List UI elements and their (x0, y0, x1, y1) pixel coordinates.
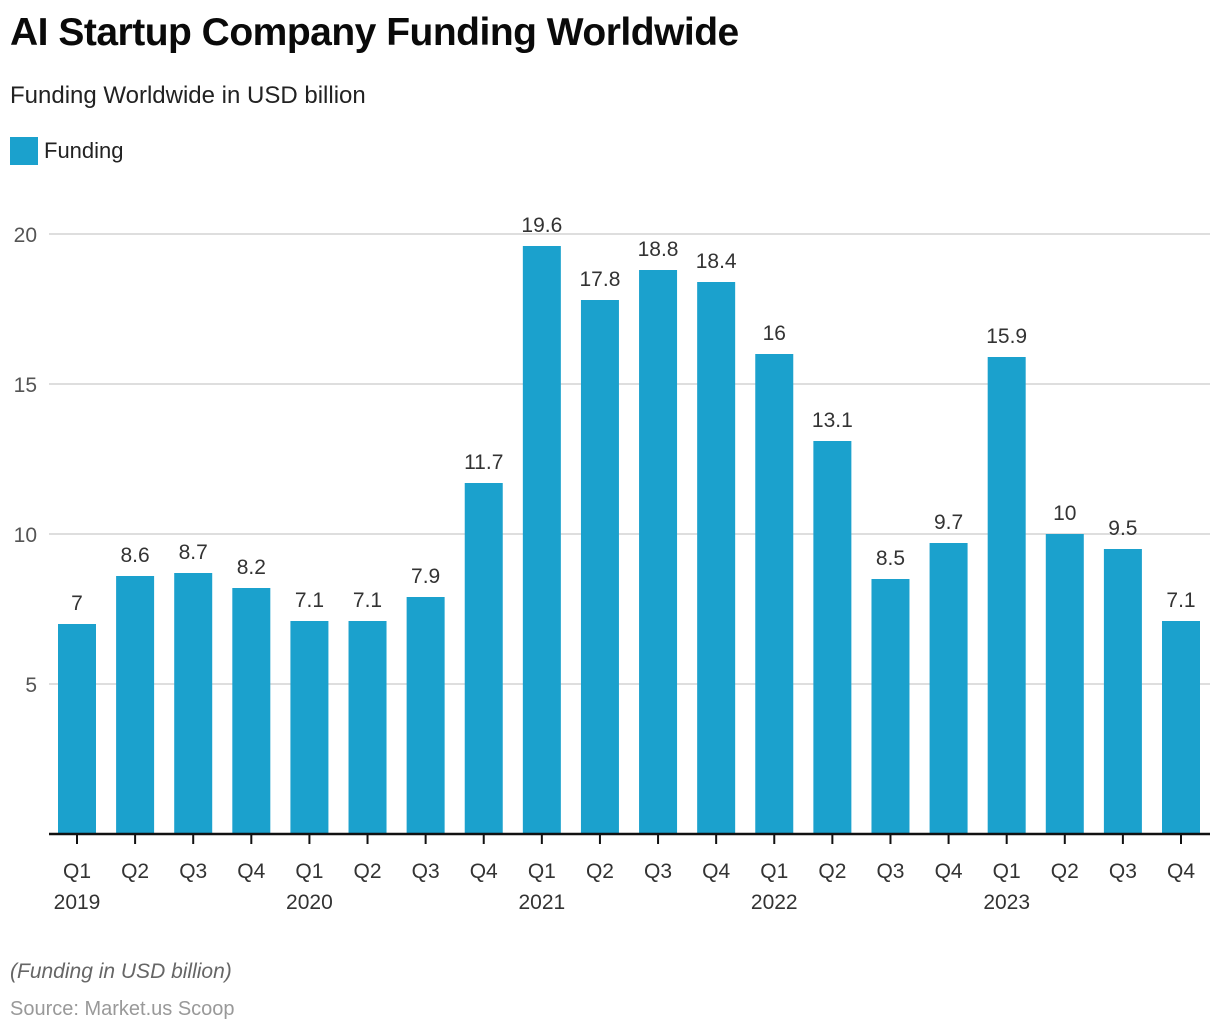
bar-q1-2020 (290, 621, 329, 834)
data-label: 9.5 (1108, 517, 1137, 540)
x-tick-label-quarter: Q1 (528, 860, 556, 883)
x-tick-label-quarter: Q2 (586, 860, 614, 883)
x-tick-label-quarter: Q3 (644, 860, 672, 883)
data-label: 8.6 (121, 544, 150, 567)
x-tick-label-quarter: Q3 (876, 860, 904, 883)
x-tick-label-year: 2023 (983, 891, 1030, 914)
x-tick-label-quarter: Q1 (63, 860, 91, 883)
x-tick-label-quarter: Q1 (760, 860, 788, 883)
x-tick-label-quarter: Q4 (935, 860, 963, 883)
y-tick-label-10: 10 (14, 524, 37, 547)
data-label: 7.1 (295, 589, 324, 612)
data-label: 18.8 (638, 238, 679, 261)
bar-q2-2022 (813, 441, 852, 834)
bar-q2-2020 (348, 621, 387, 834)
bar-q1-2023 (987, 357, 1026, 834)
data-label: 18.4 (696, 250, 737, 273)
y-tick-label-15: 15 (14, 374, 37, 397)
bar-q4-2021 (697, 282, 736, 834)
x-tick-label-quarter: Q4 (1167, 860, 1195, 883)
x-tick-label-quarter: Q1 (295, 860, 323, 883)
data-label: 7.9 (411, 565, 440, 588)
bar-q1-2021 (522, 246, 561, 834)
x-tick-label-quarter: Q2 (1051, 860, 1079, 883)
bar-q1-2019 (58, 624, 96, 834)
y-tick-label-20: 20 (14, 224, 37, 247)
legend: Funding (10, 137, 124, 165)
data-label: 10 (1053, 502, 1076, 525)
data-label: 8.7 (179, 541, 208, 564)
chart-subtitle: Funding Worldwide in USD billion (10, 82, 366, 109)
data-label: 8.5 (876, 547, 905, 570)
x-tick-label-quarter: Q3 (179, 860, 207, 883)
bars (58, 246, 1200, 834)
bar-q3-2021 (639, 270, 678, 834)
x-tick-label-year: 2019 (54, 891, 101, 914)
data-label: 9.7 (934, 511, 963, 534)
y-axis-ticks: 5 10 15 20 (14, 224, 37, 697)
data-labels: 7 8.6 8.7 8.2 7.1 7.1 7.9 11.7 19.6 17.8 18.8 18.4 1… (71, 214, 1195, 615)
gridlines (49, 233, 1210, 685)
bar-q2-2021 (580, 300, 619, 834)
x-tick-label-quarter: Q2 (818, 860, 846, 883)
bar-q2-2023 (1045, 534, 1084, 834)
bar-q3-2019 (174, 573, 213, 834)
legend-swatch-funding (10, 137, 38, 165)
x-tick-label-quarter: Q4 (470, 860, 498, 883)
data-label: 7.1 (1166, 589, 1195, 612)
x-tick-label-quarter: Q3 (412, 860, 440, 883)
x-tick-label-quarter: Q2 (354, 860, 382, 883)
x-tick-label-quarter: Q1 (993, 860, 1021, 883)
data-label: 17.8 (580, 268, 621, 291)
legend-label-funding: Funding (44, 138, 124, 163)
x-tick-label-quarter: Q4 (702, 860, 730, 883)
x-tick-label-year: 2020 (286, 891, 333, 914)
bar-q1-2022 (755, 354, 794, 834)
bar-q4-2022 (929, 543, 968, 834)
data-label: 7 (71, 592, 83, 615)
x-tick-label-quarter: Q3 (1109, 860, 1137, 883)
bar-q2-2019 (116, 576, 155, 834)
x-tick-label-year: 2022 (751, 891, 798, 914)
chart-title: AI Startup Company Funding Worldwide (10, 11, 739, 54)
bar-q3-2022 (871, 579, 910, 834)
x-tick-label-quarter: Q4 (237, 860, 265, 883)
data-label: 19.6 (521, 214, 562, 237)
y-tick-label-5: 5 (25, 674, 37, 697)
data-label: 11.7 (464, 451, 503, 474)
bar-q4-2019 (232, 588, 271, 834)
x-axis: Q1 2019 Q2 Q3 Q4 Q1 2020 Q2 Q3 Q4 Q1 2021 Q2 Q3 Q4 Q1 20… (49, 832, 1210, 914)
data-label: 7.1 (353, 589, 382, 612)
bar-q3-2020 (406, 597, 445, 834)
x-tick-label-year: 2021 (518, 891, 565, 914)
data-label: 13.1 (812, 409, 853, 432)
data-label: 15.9 (986, 325, 1027, 348)
x-tick-label-quarter: Q2 (121, 860, 149, 883)
source-credit: Source: Market.us Scoop (10, 998, 235, 1020)
data-label: 16 (763, 322, 786, 345)
bar-q4-2023 (1162, 621, 1200, 834)
bar-q4-2020 (464, 483, 503, 834)
footnote: (Funding in USD billion) (10, 960, 232, 983)
bar-q3-2023 (1103, 549, 1142, 834)
data-label: 8.2 (237, 556, 266, 579)
